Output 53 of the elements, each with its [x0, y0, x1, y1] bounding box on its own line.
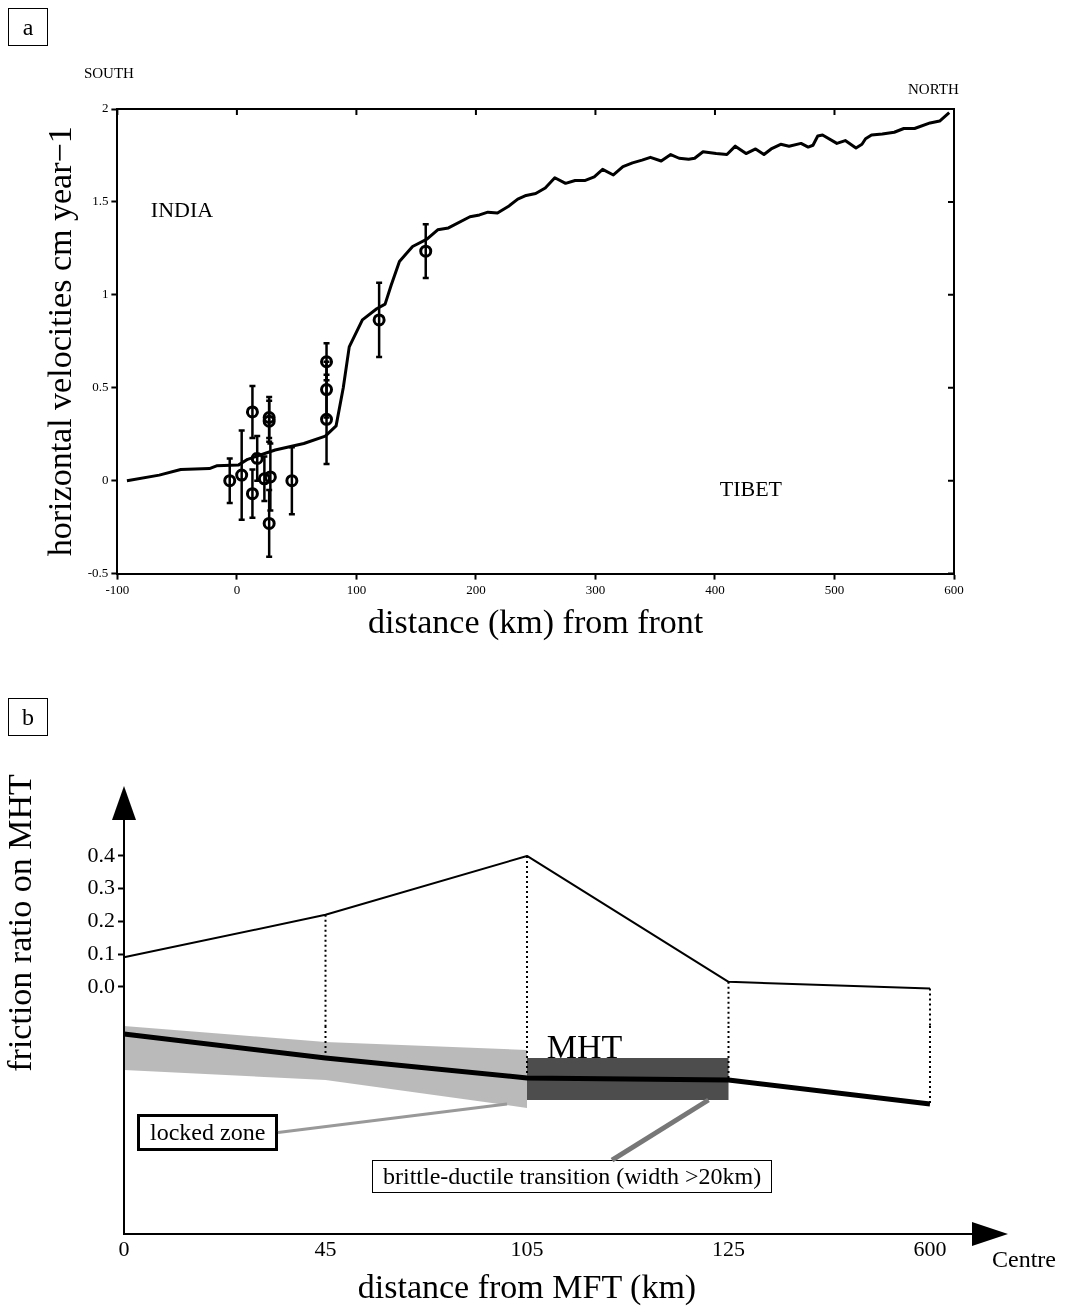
x-tick-label: 600 [944, 581, 964, 597]
x-tick-label: 200 [466, 581, 486, 597]
y-tick-label: 0.3 [87, 874, 115, 900]
y-tick-label: 1 [101, 286, 109, 302]
point [223, 474, 237, 488]
annotation: INDIA [150, 196, 214, 222]
point [245, 487, 259, 501]
point [245, 405, 259, 419]
x-tick-label: 105 [510, 1235, 544, 1261]
x-tick-label: 0 [233, 581, 241, 597]
x-tick-label: 100 [346, 581, 367, 597]
chart-title: b [8, 698, 48, 736]
y-tick-label: -0.5 [87, 565, 109, 581]
point [285, 474, 299, 488]
series-label: MHT [546, 1027, 623, 1065]
y-axis-title: friction ratio on MHT [1, 774, 39, 1072]
point [320, 355, 334, 369]
y-tick-label: 0.2 [87, 907, 115, 933]
y-tick-label: 2 [101, 100, 109, 116]
x-tick-label: 45 [314, 1235, 337, 1261]
point [235, 468, 249, 482]
annotation: TIBET [719, 475, 783, 501]
y-tick-label: 0 [101, 472, 109, 488]
point [263, 470, 277, 484]
y-tick-label: 0.5 [92, 379, 109, 395]
point [262, 516, 276, 530]
y-tick-label: 0.1 [87, 939, 115, 965]
point [257, 472, 271, 486]
annotation: locked zone [137, 1114, 279, 1151]
x-axis-title: distance from MFT (km) [357, 1267, 697, 1306]
point [250, 451, 264, 465]
x-tick-label: -100 [105, 581, 130, 597]
y-axis-title: horizontal velocities cm year−1 [41, 126, 79, 557]
point [262, 414, 276, 428]
x-tick-label: 125 [712, 1235, 745, 1261]
x-tick-label: 300 [585, 581, 606, 597]
x-tick-label: 600 [913, 1235, 947, 1261]
y-tick-label: 0.4 [87, 841, 115, 867]
point [320, 383, 334, 397]
text: SOUTH [83, 65, 135, 82]
point [372, 313, 386, 327]
text: Centre [992, 1245, 1056, 1273]
x-tick-label: 500 [824, 581, 845, 597]
band-label: brittle-ductile transition (width >20km) [372, 1160, 773, 1193]
y-tick-label: 1.5 [92, 193, 109, 209]
text: NORTH [907, 81, 959, 98]
point [262, 410, 276, 424]
y-tick-label: 0.0 [87, 972, 115, 998]
x-tick-label: 400 [705, 581, 725, 597]
point [419, 244, 433, 258]
point [320, 412, 334, 426]
x-axis-title: distance (km) from front [368, 602, 704, 641]
chart-title: a [8, 8, 48, 46]
